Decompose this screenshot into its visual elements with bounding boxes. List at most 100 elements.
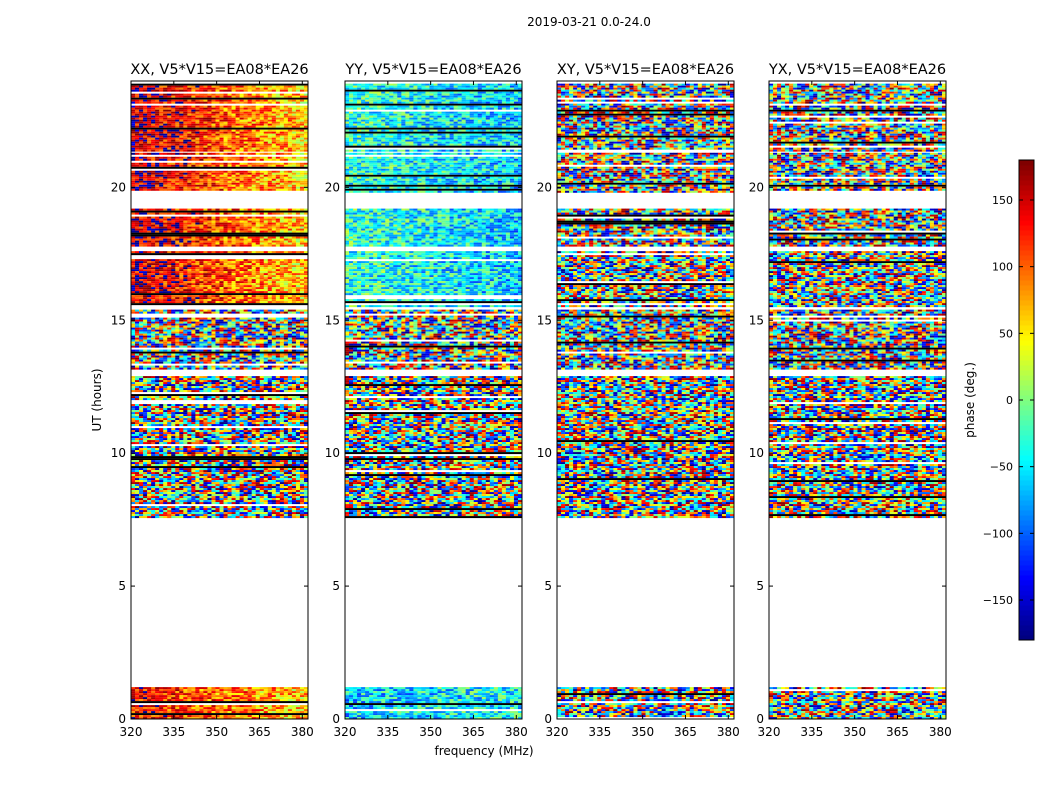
cell — [228, 376, 232, 378]
cell — [183, 695, 187, 697]
cell — [268, 386, 272, 388]
cell — [215, 691, 219, 693]
cell — [163, 378, 167, 380]
cell — [220, 689, 224, 691]
cell — [207, 388, 211, 390]
cell — [248, 382, 252, 384]
cell — [260, 376, 264, 378]
cell — [167, 697, 171, 699]
cell — [191, 388, 195, 390]
cell — [175, 691, 179, 693]
cell — [220, 382, 224, 384]
cell — [272, 693, 276, 695]
cell — [171, 695, 175, 697]
cell — [292, 396, 296, 398]
cell — [264, 384, 268, 386]
cell — [296, 378, 300, 380]
cell — [215, 715, 219, 717]
cell — [179, 376, 183, 378]
cell — [183, 691, 187, 693]
cell — [280, 711, 284, 713]
cell — [147, 691, 151, 693]
cell — [139, 711, 143, 713]
cell — [296, 689, 300, 691]
cell — [268, 689, 272, 691]
cell — [228, 382, 232, 384]
cell — [228, 687, 232, 689]
cell — [159, 697, 163, 699]
cell — [292, 380, 296, 382]
cell — [135, 693, 139, 695]
cell — [280, 705, 284, 707]
cell — [228, 699, 232, 701]
cell — [284, 376, 288, 378]
cell — [215, 707, 219, 709]
cell — [139, 687, 143, 689]
cell — [171, 693, 175, 695]
cell — [179, 382, 183, 384]
cell — [252, 715, 256, 717]
cell — [151, 691, 155, 693]
cell — [280, 695, 284, 697]
cell — [203, 384, 207, 386]
cell — [199, 388, 203, 390]
cell — [135, 398, 139, 400]
cell — [260, 709, 264, 711]
cell — [199, 396, 203, 398]
cell — [167, 705, 171, 707]
cell — [220, 695, 224, 697]
cell — [179, 705, 183, 707]
cell — [296, 382, 300, 384]
cell — [272, 691, 276, 693]
cell — [171, 709, 175, 711]
cell — [151, 396, 155, 398]
cell — [236, 705, 240, 707]
cell — [300, 691, 304, 693]
cell — [228, 695, 232, 697]
cell — [264, 711, 268, 713]
cell — [171, 707, 175, 709]
cell — [292, 390, 296, 392]
cell — [135, 699, 139, 701]
cell — [175, 388, 179, 390]
cell — [147, 380, 151, 382]
cell — [155, 390, 159, 392]
cell — [232, 693, 236, 695]
cell — [199, 711, 203, 713]
cell — [268, 382, 272, 384]
cell — [215, 709, 219, 711]
cell — [236, 695, 240, 697]
cell — [292, 689, 296, 691]
cell — [264, 376, 268, 378]
cell — [288, 380, 292, 382]
cell — [264, 693, 268, 695]
cell — [288, 695, 292, 697]
cell — [296, 699, 300, 701]
cell — [147, 709, 151, 711]
cell — [248, 715, 252, 717]
cell — [159, 380, 163, 382]
cell — [151, 376, 155, 378]
cell — [171, 376, 175, 378]
cell — [300, 390, 304, 392]
cell — [272, 709, 276, 711]
cell — [171, 390, 175, 392]
cell — [191, 699, 195, 701]
figure: 2019-03-21 0.0-24.0 XX, V5*V15=EA08*EA26… — [0, 0, 1050, 800]
cell — [159, 376, 163, 378]
cell — [211, 709, 215, 711]
cell — [292, 376, 296, 378]
cell — [284, 695, 288, 697]
cell — [220, 707, 224, 709]
cell — [191, 697, 195, 699]
cell — [199, 697, 203, 699]
cell — [240, 695, 244, 697]
cell — [256, 705, 260, 707]
cell — [155, 709, 159, 711]
cell — [151, 705, 155, 707]
cell — [155, 384, 159, 386]
cell — [211, 711, 215, 713]
cell — [191, 689, 195, 691]
cell — [288, 378, 292, 380]
cell — [163, 687, 167, 689]
